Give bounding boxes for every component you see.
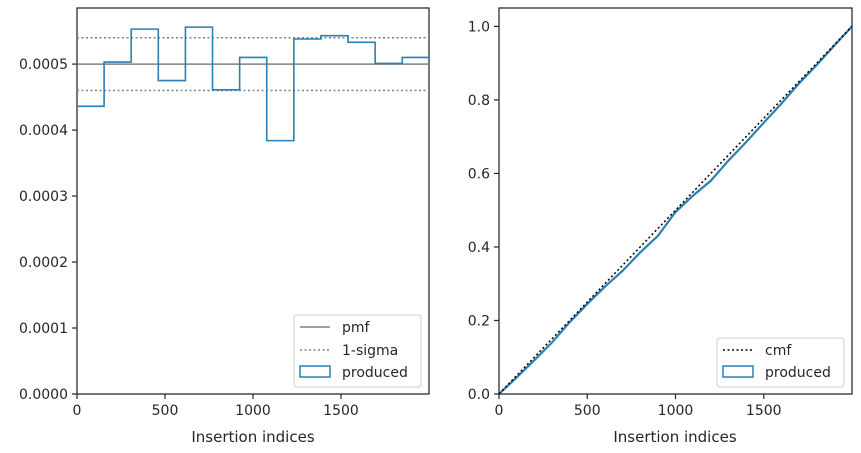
legend-pmf-label: pmf	[342, 320, 371, 336]
right-y-tick-label: 0.4	[468, 240, 490, 256]
left-reference-lines	[77, 36, 429, 92]
left-y-ticks: 0.0000 0.0001 0.0002 0.0003 0.0004 0.0005	[19, 57, 77, 403]
left-x-tick-label: 0	[73, 403, 82, 419]
right-legend-box	[716, 337, 845, 388]
left-y-tick-label: 0.0002	[19, 255, 68, 271]
left-chart: 0.0000 0.0001 0.0002 0.0003 0.0004 0.0005 0 50…	[19, 7, 430, 446]
left-x-ticks: 0 500 1000 1500	[73, 394, 359, 419]
right-y-tick-label: 0.8	[468, 93, 490, 109]
right-y-tick-label: 0.6	[468, 166, 490, 182]
right-x-ticks: 0 500 1000 1500	[495, 394, 782, 419]
left-x-tick-label: 1500	[323, 403, 359, 419]
left-y-tick-label: 0.0004	[19, 123, 68, 139]
left-x-tick-label: 1000	[235, 403, 271, 419]
right-y-tick-label: 0.2	[468, 313, 490, 329]
left-y-tick-label: 0.0005	[19, 57, 68, 73]
left-x-axis-label: Insertion indices	[191, 428, 314, 446]
right-legend: cmf produced	[716, 337, 845, 388]
right-x-tick-label: 1000	[658, 403, 694, 419]
right-y-tick-label: 0.0	[468, 387, 490, 403]
right-chart: 0.0 0.2 0.4 0.6 0.8 1.0 0 500 1000 1500 Insertio…	[468, 7, 853, 446]
cmf-series-line	[498, 25, 853, 395]
right-series-lines	[498, 25, 853, 395]
right-x-tick-label: 500	[574, 403, 601, 419]
legend-sigma-label: 1-sigma	[342, 343, 398, 359]
right-x-axis-label: Insertion indices	[613, 428, 736, 446]
left-x-tick-label: 500	[152, 403, 179, 419]
left-legend-box	[293, 314, 422, 388]
left-legend: pmf 1-sigma produced	[293, 314, 422, 388]
legend-cmf-label: cmf	[765, 343, 792, 359]
legend-produced-swatch	[299, 365, 331, 378]
legend-produced-label-right: produced	[765, 365, 831, 381]
left-y-tick-label: 0.0001	[19, 321, 68, 337]
left-y-tick-label: 0.0000	[19, 387, 68, 403]
right-y-tick-label: 1.0	[468, 19, 490, 35]
right-x-tick-label: 1500	[746, 403, 782, 419]
right-plot-frame	[498, 7, 853, 395]
left-y-tick-label: 0.0003	[19, 189, 68, 205]
right-x-tick-label: 0	[495, 403, 504, 419]
produced-series-line	[498, 25, 853, 395]
legend-produced-swatch-right	[722, 365, 754, 378]
right-y-ticks: 0.0 0.2 0.4 0.6 0.8 1.0	[468, 19, 499, 403]
produced-step-line	[77, 26, 429, 142]
legend-produced-label: produced	[342, 365, 408, 381]
